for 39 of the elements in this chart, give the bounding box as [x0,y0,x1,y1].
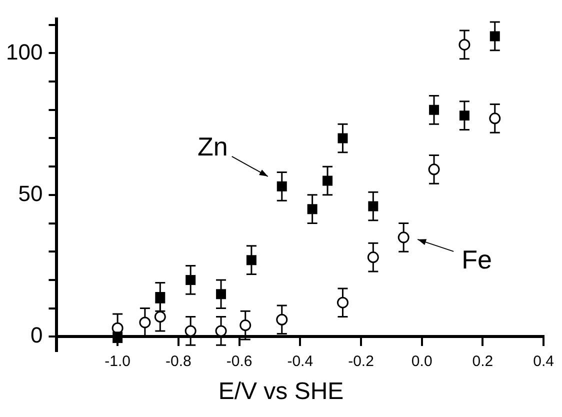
point [139,316,151,328]
point [322,176,333,186]
x-tick-label: -0.4 [287,352,314,370]
point [246,255,256,266]
point [216,289,226,300]
x-tick-label: 0.2 [472,352,494,370]
point [154,311,166,323]
y-tick-label: 0 [30,322,43,348]
point [240,320,252,332]
point [184,325,196,337]
point [307,204,318,214]
point [429,104,440,115]
point [186,274,196,285]
point [368,201,378,212]
point [338,133,348,144]
point [458,38,470,50]
point [276,314,288,326]
x-tick-label: 0.4 [533,352,554,370]
point [489,112,501,124]
x-axis-title: E/V vs SHE [217,378,345,406]
point [398,232,410,244]
y-tick-label: 100 [6,39,43,64]
point [112,332,123,342]
x-tick-label: -0.8 [165,352,192,370]
point [367,252,379,264]
point [276,181,287,192]
point [428,164,440,176]
point [336,296,348,308]
y-tick-label: 50 [18,180,43,206]
x-tick-label: -1.0 [104,352,130,370]
x-tick-label: -0.6 [226,352,252,370]
x-tick-label: -0.2 [348,352,374,370]
point [490,31,500,42]
annotation: Zn [198,132,228,162]
point [155,292,166,302]
point [459,110,470,121]
point [215,325,227,337]
x-tick-label: 0.0 [411,352,432,370]
annotation: Fe [462,244,492,275]
